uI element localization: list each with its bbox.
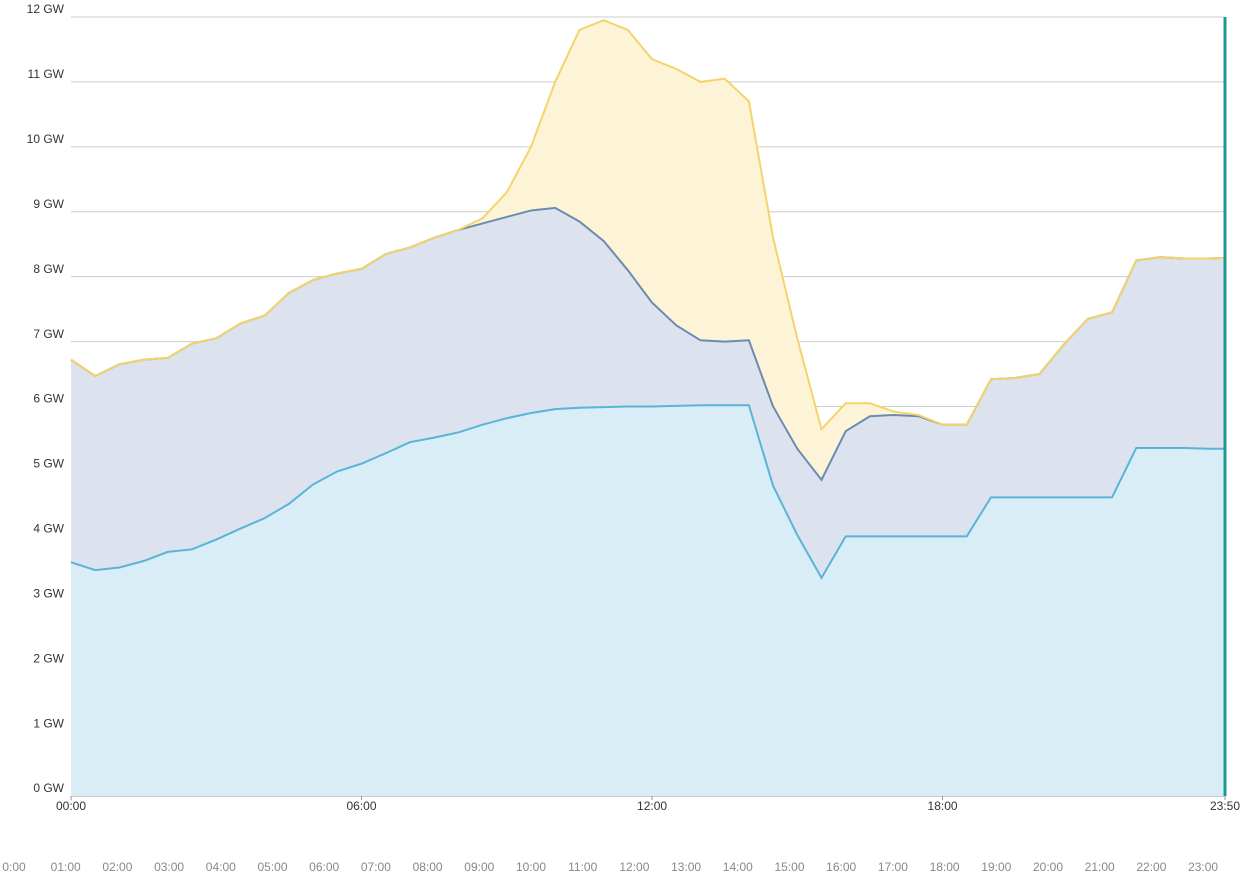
y-tick-label: 6 GW: [33, 392, 64, 406]
y-tick-label: 4 GW: [33, 522, 64, 536]
y-tick-label: 3 GW: [33, 586, 64, 600]
x-tick-label: 23:50: [1210, 799, 1240, 813]
y-tick-label: 2 GW: [33, 651, 64, 665]
areas: [71, 20, 1225, 796]
area: [71, 20, 1225, 480]
lines: [70, 19, 1226, 580]
series-line: [70, 19, 1226, 432]
navigator-label: 15:00: [774, 860, 804, 874]
navigator-label: 06:00: [309, 860, 339, 874]
navigator-label: 18:00: [930, 860, 960, 874]
y-tick-label: 1 GW: [33, 716, 64, 730]
labels: 0 GW 1 GW 2 GW 3 GW 4 GW 5 GW 6 GW 7 GW 8 GW 9 GW…: [2, 2, 1240, 874]
navigator-label: 0:00: [2, 860, 26, 874]
x-tick-label: 12:00: [637, 799, 667, 813]
navigator-label: 11:00: [568, 860, 597, 874]
series-line: [70, 404, 1225, 580]
navigator-label: 03:00: [154, 860, 184, 874]
y-tick-label: 10 GW: [27, 132, 65, 146]
navigator-label: 01:00: [51, 860, 81, 874]
area: [71, 405, 1225, 796]
navigator-label: 16:00: [826, 860, 856, 874]
navigator-label: 02:00: [102, 860, 132, 874]
y-tick-label: 12 GW: [27, 2, 65, 16]
navigator-label: 22:00: [1136, 860, 1166, 874]
navigator-label: 12:00: [619, 860, 649, 874]
y-tick-label: 5 GW: [33, 457, 64, 471]
navigator-label: 23:00: [1188, 860, 1218, 874]
navigator-label: 10:00: [516, 860, 546, 874]
navigator-label: 21:00: [1085, 860, 1115, 874]
x-tick-label: 00:00: [56, 799, 86, 813]
navigator-label: 13:00: [671, 860, 701, 874]
y-tick-label: 11 GW: [28, 67, 65, 81]
navigator-label: 20:00: [1033, 860, 1063, 874]
navigator-label: 09:00: [464, 860, 494, 874]
x-tick-label: 06:00: [347, 799, 377, 813]
y-tick-label: 0 GW: [33, 781, 64, 795]
navigator-label: 08:00: [413, 860, 443, 874]
navigator-label: 07:00: [361, 860, 391, 874]
y-tick-label: 7 GW: [33, 327, 64, 341]
x-tick-label: 18:00: [928, 799, 958, 813]
navigator-label: 14:00: [723, 860, 753, 874]
y-tick-label: 8 GW: [33, 262, 64, 276]
navigator-label: 17:00: [878, 860, 908, 874]
y-tick-label: 9 GW: [33, 197, 64, 211]
navigator-label: 04:00: [206, 860, 236, 874]
navigator-label: 05:00: [257, 860, 287, 874]
navigator-label: 19:00: [981, 860, 1011, 874]
area: [71, 207, 1225, 578]
